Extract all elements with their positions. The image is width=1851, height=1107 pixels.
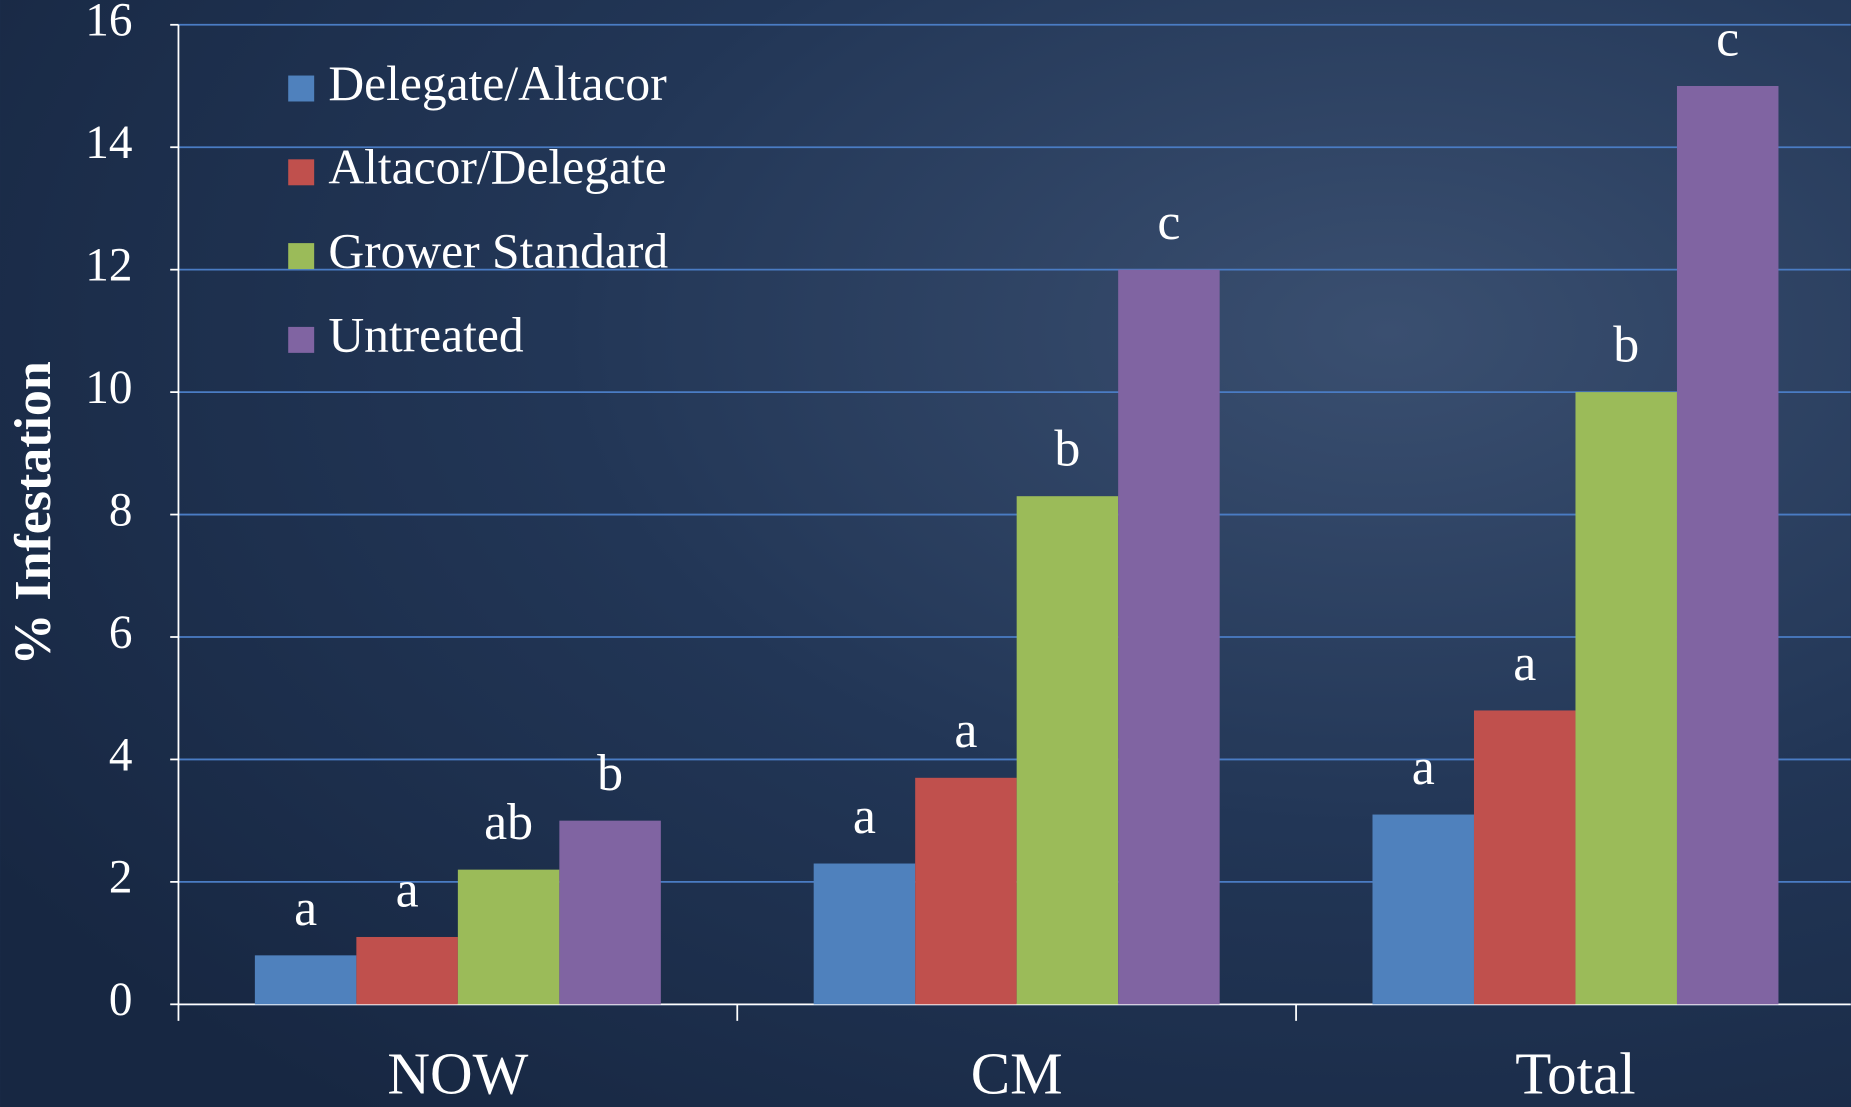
- y-tick-label: 10: [85, 362, 132, 414]
- significance-label: a: [294, 880, 317, 937]
- legend-swatch: [288, 159, 315, 186]
- legend-swatch: [288, 326, 315, 353]
- y-tick-label: 0: [109, 974, 133, 1026]
- x-tick-label: Total: [1515, 1040, 1635, 1106]
- legend-label: Delegate/Altacor: [328, 56, 667, 111]
- significance-label: b: [597, 745, 623, 802]
- legend-label: Untreated: [328, 307, 524, 362]
- x-tick-label: CM: [971, 1040, 1063, 1106]
- bar: [254, 955, 357, 1005]
- legend-swatch: [288, 243, 315, 270]
- y-tick-label: 6: [109, 607, 133, 659]
- bar: [1676, 86, 1779, 1005]
- legend-label: Grower Standard: [328, 223, 668, 278]
- bar: [559, 820, 661, 1005]
- bar: [457, 869, 560, 1005]
- bar: [1575, 392, 1677, 1005]
- legend-label: Altacor/Delegate: [328, 140, 666, 195]
- significance-label: a: [954, 702, 977, 759]
- bar: [1473, 710, 1576, 1005]
- significance-label: c: [1716, 10, 1739, 67]
- y-axis-label: % Infestation: [5, 361, 62, 665]
- significance-label: a: [396, 861, 419, 918]
- y-tick-label: 8: [109, 484, 133, 536]
- x-tick-label: NOW: [387, 1040, 528, 1106]
- legend-swatch: [288, 75, 315, 102]
- significance-label: b: [1054, 421, 1080, 478]
- y-tick-label: 12: [85, 239, 132, 291]
- bar: [915, 777, 1017, 1005]
- y-tick-label: 16: [85, 0, 132, 47]
- significance-label: ab: [484, 794, 533, 851]
- bar: [1118, 269, 1220, 1005]
- y-tick-label: 2: [109, 852, 133, 904]
- bar: [1372, 814, 1474, 1005]
- significance-label: a: [1412, 739, 1435, 796]
- significance-label: a: [1513, 635, 1536, 692]
- y-tick-label: 14: [85, 117, 132, 169]
- bar: [356, 936, 458, 1005]
- significance-label: a: [853, 788, 876, 845]
- significance-label: c: [1157, 194, 1180, 251]
- y-tick-label: 4: [109, 729, 133, 781]
- bar: [813, 863, 916, 1005]
- bar: [1016, 496, 1119, 1005]
- significance-label: b: [1613, 317, 1639, 374]
